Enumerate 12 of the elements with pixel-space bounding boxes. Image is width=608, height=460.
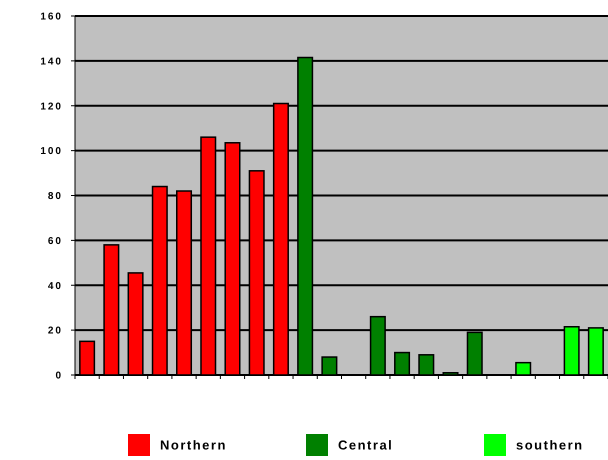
y-tick-label: 160 bbox=[40, 12, 63, 22]
y-tick-label: 120 bbox=[40, 101, 63, 112]
legend-label: Central bbox=[338, 437, 394, 452]
legend-label: Northern bbox=[160, 437, 227, 452]
y-tick-label: 40 bbox=[48, 280, 63, 292]
legend-label: southern bbox=[516, 437, 584, 452]
y-tick-label: 60 bbox=[48, 236, 63, 247]
y-tick-label: 20 bbox=[48, 326, 63, 337]
y-tick-label: 0 bbox=[55, 370, 63, 382]
y-tick-label: 140 bbox=[40, 56, 63, 68]
y-tick-label: 100 bbox=[40, 146, 63, 158]
y-tick-label: 80 bbox=[48, 191, 63, 202]
